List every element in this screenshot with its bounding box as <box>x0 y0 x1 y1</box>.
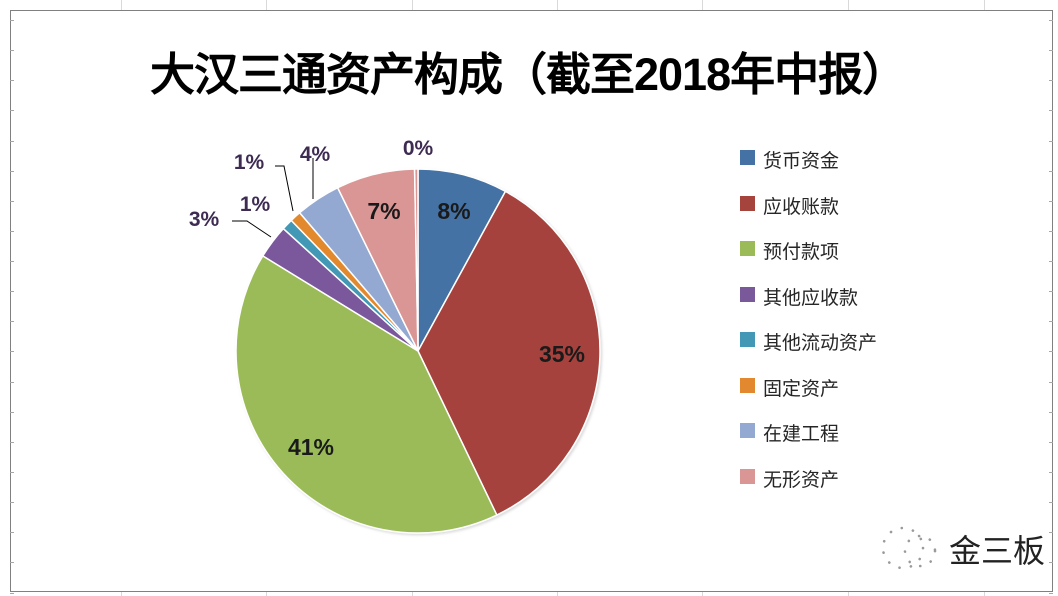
svg-text:金三板: 金三板 <box>949 533 1045 569</box>
